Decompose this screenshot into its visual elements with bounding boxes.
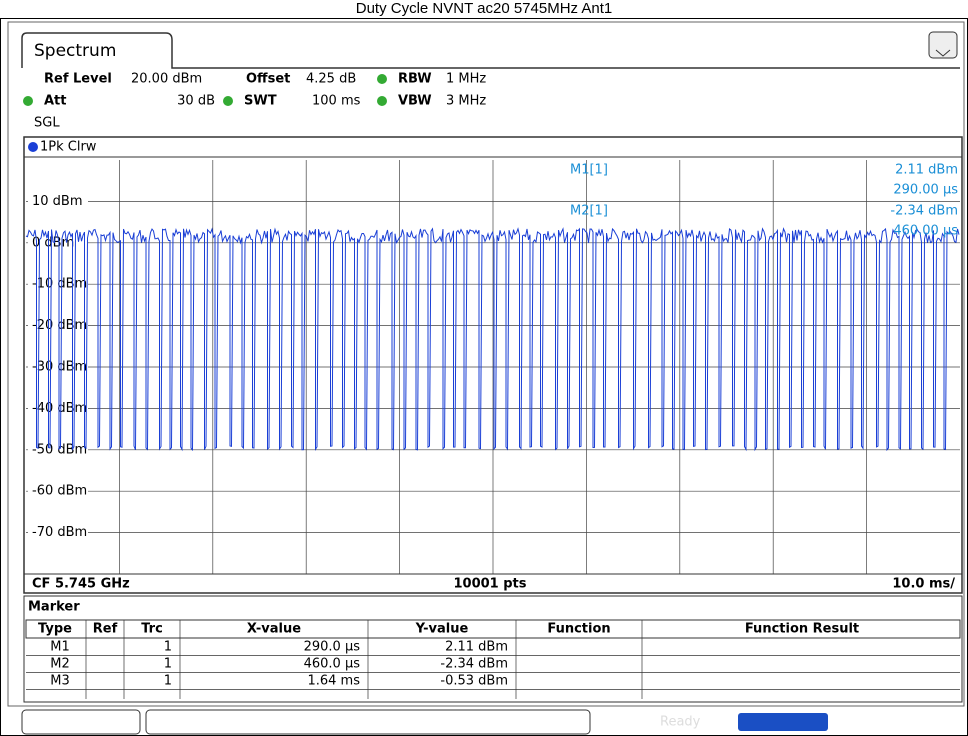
setting-label: Att — [44, 94, 67, 109]
setting-value: 20.00 dBm — [131, 72, 202, 87]
table-cell: 1 — [164, 640, 172, 655]
y-label: -30 dBm — [32, 360, 87, 375]
marker-readout: 290.00 µs — [893, 183, 958, 198]
footer-text: 10.0 ms/ — [892, 577, 955, 592]
table-cell: M1 — [50, 640, 70, 655]
progress-bar — [738, 713, 828, 731]
table-header: X-value — [247, 622, 301, 637]
table-header-bg — [25, 619, 961, 639]
label-bg — [28, 193, 88, 210]
y-label: 10 dBm — [32, 194, 83, 209]
status-dot — [223, 96, 233, 106]
marker-readout: M1[1] — [570, 163, 608, 178]
table-cell: 1 — [164, 674, 172, 689]
setting-value: 4.25 dB — [306, 72, 356, 87]
status-dot — [23, 96, 33, 106]
y-label: -20 dBm — [32, 318, 87, 333]
marker-readout: 460.00 µs — [893, 224, 958, 239]
setting-label: VBW — [398, 94, 432, 109]
status-text: Ready — [660, 715, 701, 730]
tab-label[interactable]: Spectrum — [34, 41, 116, 61]
trace-line — [25, 227, 960, 452]
trace-dot — [28, 142, 38, 152]
setting-label: RBW — [398, 72, 432, 87]
y-label: -50 dBm — [32, 442, 87, 457]
table-cell: -0.53 dBm — [440, 674, 508, 689]
footer-text: 10001 pts — [453, 577, 526, 592]
y-label: -40 dBm — [32, 401, 87, 416]
status-dot — [377, 74, 387, 84]
tab-outline — [21, 32, 960, 69]
label-bg — [28, 524, 88, 541]
marker-readout: M2[1] — [570, 204, 608, 219]
marker-readout: 2.11 dBm — [895, 163, 958, 178]
setting-value: 100 ms — [312, 94, 361, 109]
table-header: Function Result — [745, 622, 859, 637]
table-header: Function — [547, 622, 610, 637]
setting-label: Offset — [246, 72, 290, 87]
table-cell: M3 — [50, 674, 70, 689]
marker-table: Type Ref Trc X-value Y-value Function Function… — [25, 619, 961, 699]
status-field[interactable] — [21, 709, 141, 735]
setting-label: Ref Level — [44, 72, 112, 87]
table-cell: 1 — [164, 657, 172, 672]
table-cell: 460.0 µs — [304, 657, 361, 672]
table-header: Type — [38, 622, 72, 637]
table-cell: 290.0 µs — [304, 640, 361, 655]
table-header: Trc — [141, 622, 163, 637]
footer-text: CF 5.745 GHz — [32, 577, 130, 592]
menu-button[interactable] — [928, 31, 958, 59]
table-cell: 1.64 ms — [307, 674, 360, 689]
y-label: -70 dBm — [32, 525, 87, 540]
marker-readout: -2.34 dBm — [890, 204, 958, 219]
table-header: Y-value — [415, 622, 469, 637]
setting-label: SWT — [244, 94, 277, 109]
setting-value: 30 dB — [177, 94, 215, 109]
y-label: -10 dBm — [32, 277, 87, 292]
table-header: Ref — [93, 622, 118, 637]
trace-label: 1Pk Clrw — [40, 140, 97, 155]
table-cell: 2.11 dBm — [445, 640, 508, 655]
status-field[interactable] — [145, 709, 591, 735]
marker-table-title: Marker — [28, 600, 80, 615]
y-label: -60 dBm — [32, 484, 87, 499]
setting-value: 1 MHz — [446, 72, 486, 87]
page-title: Duty Cycle NVNT ac20 5745MHz Ant1 — [356, 0, 613, 17]
label-bg — [28, 483, 88, 500]
setting-value: SGL — [34, 116, 60, 131]
status-dot — [377, 96, 387, 106]
trace — [25, 227, 960, 452]
setting-value: 3 MHz — [446, 94, 486, 109]
menu-icon — [935, 49, 951, 57]
table-cell: M2 — [50, 657, 70, 672]
table-cell: -2.34 dBm — [440, 657, 508, 672]
y-label: 0 dBm — [32, 235, 74, 250]
